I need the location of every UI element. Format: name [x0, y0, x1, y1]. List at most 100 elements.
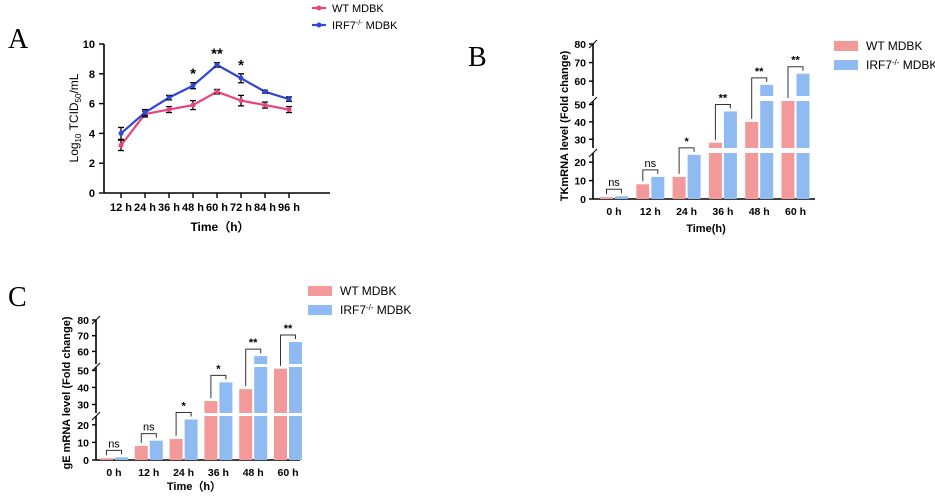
data-point-a-1	[190, 83, 196, 89]
legend-swatch-b-0	[834, 41, 858, 51]
bar-b-1	[723, 111, 737, 148]
legend-panel-b: WT MDBK IRF7-/- MDBK	[834, 39, 935, 72]
significance-label-b: ns	[608, 177, 620, 189]
significance-bracket-c	[175, 412, 192, 436]
bar-b-0	[672, 176, 686, 199]
x-axis-label-a: Time（h）	[190, 219, 249, 234]
bar-b-0	[745, 153, 759, 199]
y-tick-label-c: 50	[77, 365, 89, 377]
y-tick-label-b: 50	[574, 99, 586, 111]
significance-bracket-b	[678, 147, 695, 174]
x-tick-label-a: 72 h	[230, 202, 252, 214]
legend-label-b-1: IRF7-/- MDBK	[866, 58, 935, 72]
y-tick-label-b: 20	[574, 157, 586, 169]
significance-bracket-c	[210, 374, 227, 399]
bar-b-1	[723, 153, 737, 199]
bar-c-1	[289, 367, 302, 413]
legend-marker-a-0	[316, 5, 322, 11]
y-tick-label-b: 0	[580, 194, 586, 206]
y-tick-label-c: 70	[77, 331, 89, 343]
x-tick-label-b: 36 h	[712, 206, 733, 218]
bar-c-1	[254, 416, 268, 460]
data-point-a-1	[286, 96, 292, 102]
x-tick-label-b: 60 h	[785, 206, 806, 218]
series-line-a-0	[120, 90, 290, 146]
bar-c-0	[274, 416, 287, 460]
x-tick-label-c: 12 h	[138, 467, 159, 479]
x-tick-label-b: 48 h	[749, 206, 770, 218]
significance-bracket-b	[714, 103, 731, 140]
bar-c-1	[149, 440, 163, 460]
x-tick-label-a: 96 h	[278, 202, 300, 214]
legend-swatch-c-1	[308, 305, 332, 315]
significance-marker-a: **	[211, 46, 223, 63]
bar-c-1	[289, 342, 302, 364]
y-axis-label-a: Log10 TCID50/mL	[67, 73, 83, 162]
legend-label-a-1: IRF7-/- MDBK	[332, 19, 398, 32]
bar-b-0	[600, 197, 613, 199]
y-tick-label-a: 0	[89, 188, 95, 200]
significance-bracket-c	[245, 348, 262, 387]
axis-break-mark-c	[91, 362, 101, 372]
bar-b-0	[781, 101, 795, 102]
legend-swatch-c-0	[308, 286, 332, 296]
legend-marker-a-1	[316, 22, 322, 28]
y-tick-label-a: 10	[83, 39, 95, 51]
bar-b-0	[708, 142, 722, 148]
data-point-a-1	[142, 110, 148, 116]
y-axis-label-b: TKmRNA level (Fold change)	[559, 50, 571, 201]
bar-c-1	[219, 416, 233, 460]
bar-b-0	[781, 101, 795, 148]
significance-bracket-c	[106, 449, 122, 456]
bar-b-1	[760, 101, 774, 148]
significance-label-b: **	[719, 92, 728, 104]
bar-c-0	[204, 401, 218, 413]
x-axis-label-c: Time（h）	[167, 480, 221, 493]
y-tick-label-c: 60	[77, 346, 89, 358]
y-tick-label-b: 40	[574, 117, 586, 129]
y-tick-label-a: 8	[89, 69, 95, 81]
significance-bracket-c	[280, 334, 296, 366]
x-tick-label-c: 60 h	[277, 467, 298, 479]
legend-panel-a: WT MDBK IRF7-/- MDBK	[312, 3, 398, 32]
data-point-a-1	[214, 62, 220, 68]
axis-break-mark-b	[588, 148, 598, 158]
significance-marker-a: *	[190, 66, 196, 83]
bar-c-0	[239, 416, 253, 460]
panel-label-a: A	[8, 24, 29, 55]
x-tick-label-a: 84 h	[254, 202, 276, 214]
y-tick-label-c: 0	[83, 455, 89, 467]
data-point-a-0	[286, 107, 292, 113]
bar-c-1	[289, 416, 302, 460]
bar-b-1	[760, 153, 774, 199]
bar-chart-panel-b: WT MDBK IRF7-/- MDBK TKmRNA level (Fold c…	[559, 39, 935, 235]
x-tick-label-b: 12 h	[640, 206, 661, 218]
legend-label-c-0: WT MDBK	[340, 284, 396, 298]
data-point-a-0	[118, 142, 124, 148]
bar-b-1	[687, 154, 701, 199]
x-tick-label-b: 0 h	[606, 206, 621, 218]
significance-label-c: *	[216, 363, 221, 375]
legend-panel-c: WT MDBK IRF7-/- MDBK	[308, 284, 411, 317]
bar-c-0	[134, 445, 148, 460]
bar-b-1	[796, 73, 810, 96]
legend-label-c-1: IRF7-/- MDBK	[340, 303, 411, 317]
significance-label-b: **	[791, 55, 800, 67]
significance-marker-a: *	[238, 57, 244, 74]
bar-c-0	[100, 458, 113, 460]
significance-label-c: **	[249, 337, 258, 349]
y-tick-label-c: 20	[77, 420, 89, 432]
y-tick-label-c: 10	[77, 437, 89, 449]
bar-chart-panel-c: WT MDBK IRF7-/- MDBK gE mRNA level (Fold …	[61, 284, 411, 493]
bar-c-0	[169, 438, 183, 460]
bar-c-1	[115, 457, 128, 460]
bar-b-1	[615, 196, 628, 199]
y-tick-label-b: 60	[574, 76, 586, 88]
axis-break-mark-c	[91, 411, 101, 421]
y-tick-label-b: 30	[574, 134, 586, 146]
bar-b-1	[796, 153, 810, 199]
x-tick-label-c: 0 h	[106, 467, 121, 479]
significance-label-b: **	[755, 66, 764, 78]
data-point-a-1	[118, 130, 124, 136]
